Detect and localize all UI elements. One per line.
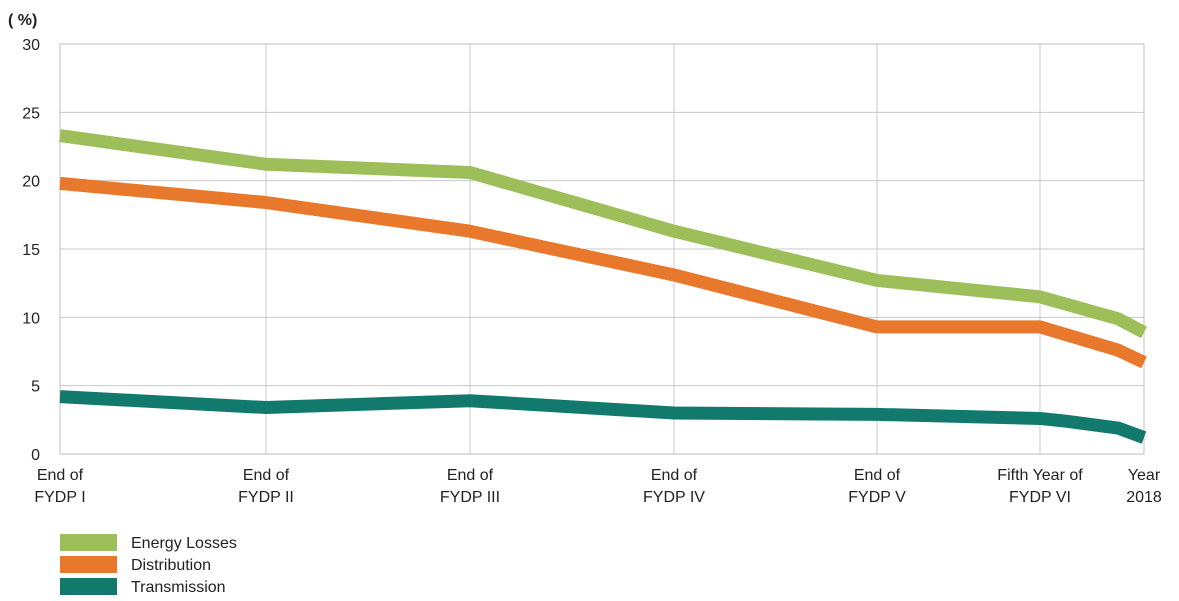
- series-line-transmission: [59, 390, 1147, 444]
- series-line-energy-losses: [59, 129, 1148, 339]
- x-tick-label: Year 2018: [1126, 467, 1162, 506]
- x-tick-label: End of FYDP I: [34, 467, 85, 506]
- y-tick-label: 0: [31, 447, 40, 464]
- x-axis-ticks: End of FYDP I End of FYDP II End of FYDP III E…: [34, 467, 1162, 506]
- x-tick-label: End of FYDP III: [440, 467, 500, 506]
- x-tick-label: End of FYDP II: [238, 467, 294, 506]
- y-tick-label: 20: [22, 174, 40, 191]
- series-lines: [59, 129, 1148, 444]
- y-tick-label: 15: [22, 242, 40, 259]
- legend-swatch: [60, 578, 117, 595]
- legend-swatch: [60, 556, 117, 573]
- legend-swatch: [60, 534, 117, 551]
- y-tick-label: 25: [22, 105, 40, 122]
- y-tick-label: 10: [22, 310, 40, 327]
- y-axis-label: ( %): [8, 12, 37, 29]
- x-tick-label: End of FYDP IV: [643, 467, 705, 506]
- grid: [59, 43, 1145, 455]
- legend-label: Transmission: [131, 579, 226, 596]
- plot-frame: [59, 43, 1145, 455]
- x-tick-label: Fifth Year of FYDP VI: [997, 467, 1083, 506]
- legend: Energy Losses Distribution Transmission: [60, 534, 237, 596]
- y-tick-label: 5: [31, 379, 40, 396]
- legend-label: Distribution: [131, 557, 211, 574]
- y-axis-ticks: 0 5 10 15 20 25 30: [22, 37, 40, 464]
- y-tick-label: 30: [22, 37, 40, 54]
- series-line-distribution: [59, 176, 1147, 369]
- legend-label: Energy Losses: [131, 535, 237, 552]
- x-tick-label: End of FYDP V: [848, 467, 906, 506]
